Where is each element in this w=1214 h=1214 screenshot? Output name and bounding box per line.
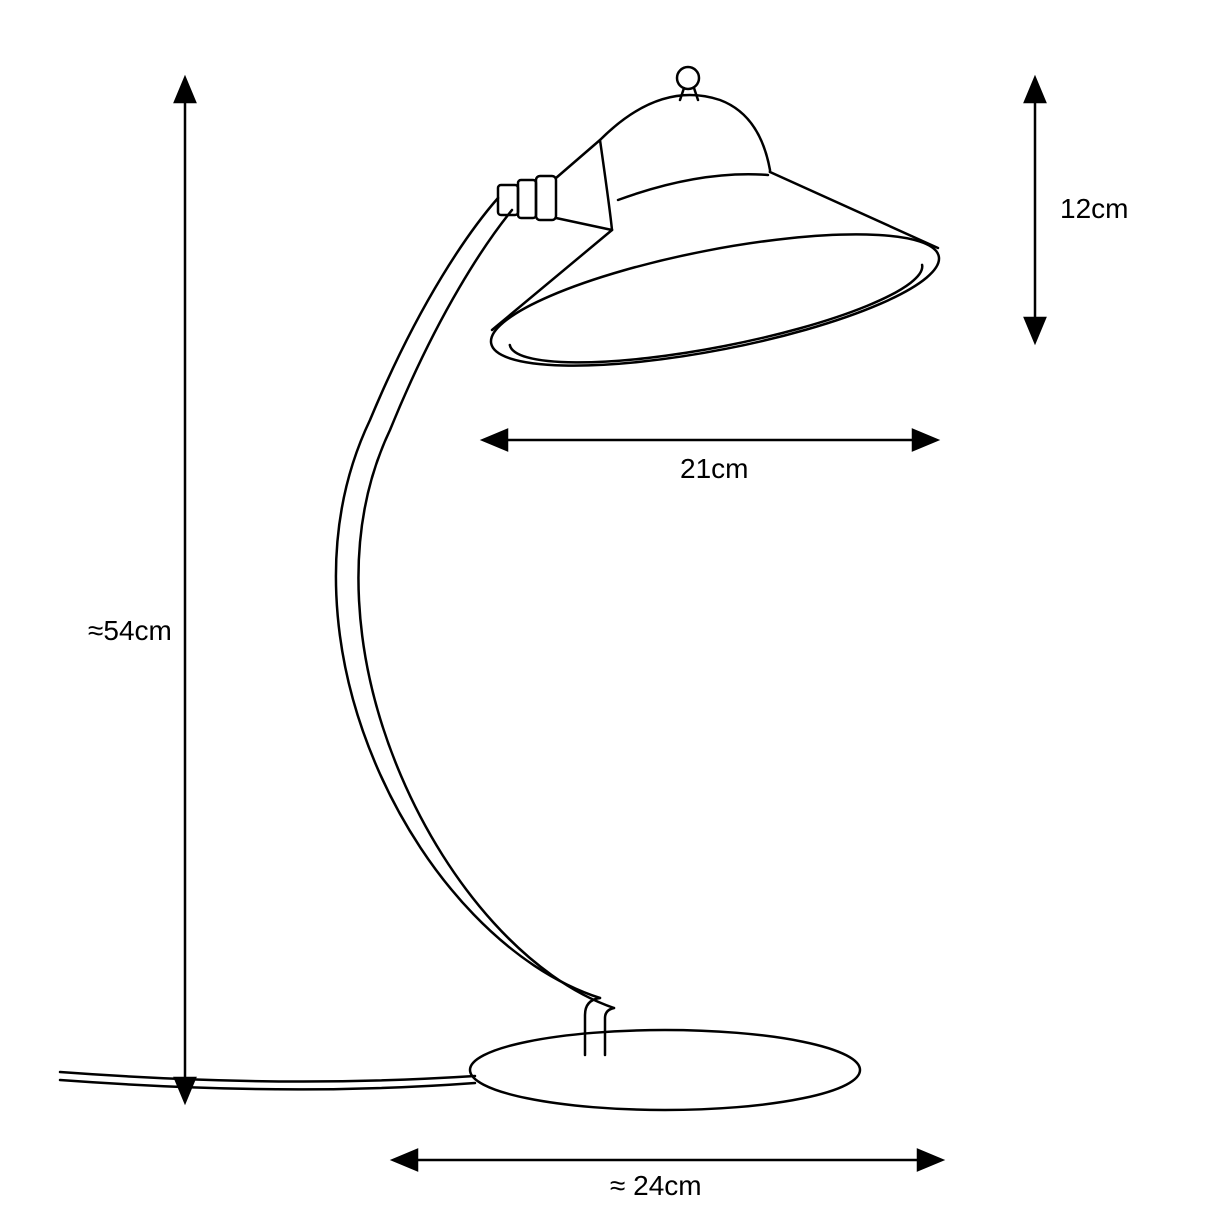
label-total-height: ≈54cm bbox=[88, 615, 172, 646]
lamp-shade-cap-ridge bbox=[618, 174, 768, 200]
lamp-shade-cap bbox=[600, 95, 770, 230]
dim-shade-height bbox=[1025, 78, 1045, 342]
dim-base-width bbox=[393, 1150, 942, 1170]
lamp-shade-inner-rim bbox=[510, 265, 930, 386]
label-base-width: ≈ 24cm bbox=[610, 1170, 702, 1201]
lamp-neck-joint bbox=[498, 140, 612, 230]
dimension-labels: ≈54cm 12cm 21cm ≈ 24cm bbox=[88, 193, 1128, 1201]
lamp-outline bbox=[60, 67, 948, 1110]
label-shade-width: 21cm bbox=[680, 453, 748, 484]
dim-total-height bbox=[175, 78, 195, 1102]
lamp-finial bbox=[677, 67, 699, 89]
dim-shade-width bbox=[483, 430, 937, 450]
label-shade-height: 12cm bbox=[1060, 193, 1128, 224]
lamp-cord bbox=[60, 1072, 475, 1089]
lamp-arm-outer bbox=[336, 198, 600, 998]
lamp-arm-inner bbox=[358, 210, 614, 1008]
lamp-base bbox=[470, 1030, 860, 1110]
lamp-technical-drawing: ≈54cm 12cm 21cm ≈ 24cm bbox=[0, 0, 1214, 1214]
